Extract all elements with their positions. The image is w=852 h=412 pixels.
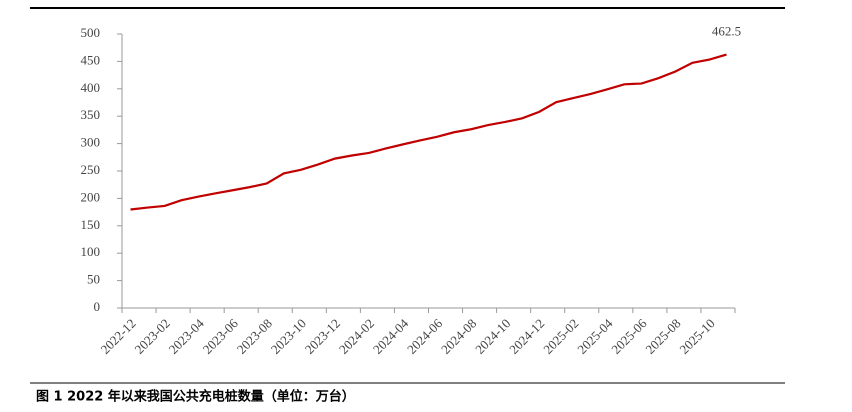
y-tick-label: 350 — [81, 107, 101, 122]
x-tick-label: 2024-04 — [370, 315, 412, 357]
x-tick-label: 2024-06 — [404, 315, 446, 357]
y-tick-label: 500 — [81, 25, 101, 40]
x-tick-label: 2025-06 — [608, 315, 650, 357]
x-tick-label: 2025-10 — [676, 316, 717, 357]
y-tick-label: 400 — [81, 80, 101, 95]
x-tick-label: 2023-12 — [302, 316, 343, 357]
x-tick-label: 2023-06 — [200, 315, 242, 357]
y-tick-label: 50 — [87, 272, 100, 287]
data-label: 462.5 — [712, 24, 741, 39]
y-tick-label: 0 — [94, 299, 101, 314]
x-tick-label: 2022-12 — [97, 316, 138, 357]
y-tick-label: 250 — [81, 162, 101, 177]
x-tick-label: 2024-10 — [472, 316, 513, 357]
x-tick-label: 2025-08 — [642, 316, 683, 357]
x-tick-label: 2025-04 — [574, 315, 616, 357]
y-tick-label: 150 — [81, 217, 101, 232]
line-series — [130, 53, 727, 211]
y-tick-label: 200 — [81, 189, 101, 204]
x-tick-label: 2023-08 — [234, 316, 275, 357]
x-tick-label: 2024-02 — [336, 316, 377, 357]
chart-title: 图 1 2022 年以来我国公共充电桩数量（单位：万台） — [36, 389, 355, 405]
y-tick-label: 100 — [81, 244, 101, 259]
x-tick-label: 2023-04 — [166, 315, 208, 357]
x-tick-label: 2024-12 — [506, 316, 547, 357]
x-tick-label: 2023-10 — [268, 316, 309, 357]
y-tick-label: 450 — [81, 52, 101, 67]
y-tick-label: 300 — [81, 135, 101, 150]
x-tick-label: 2025-02 — [540, 316, 581, 357]
x-tick-label: 2023-02 — [132, 316, 173, 357]
x-tick-label: 2024-08 — [438, 316, 479, 357]
